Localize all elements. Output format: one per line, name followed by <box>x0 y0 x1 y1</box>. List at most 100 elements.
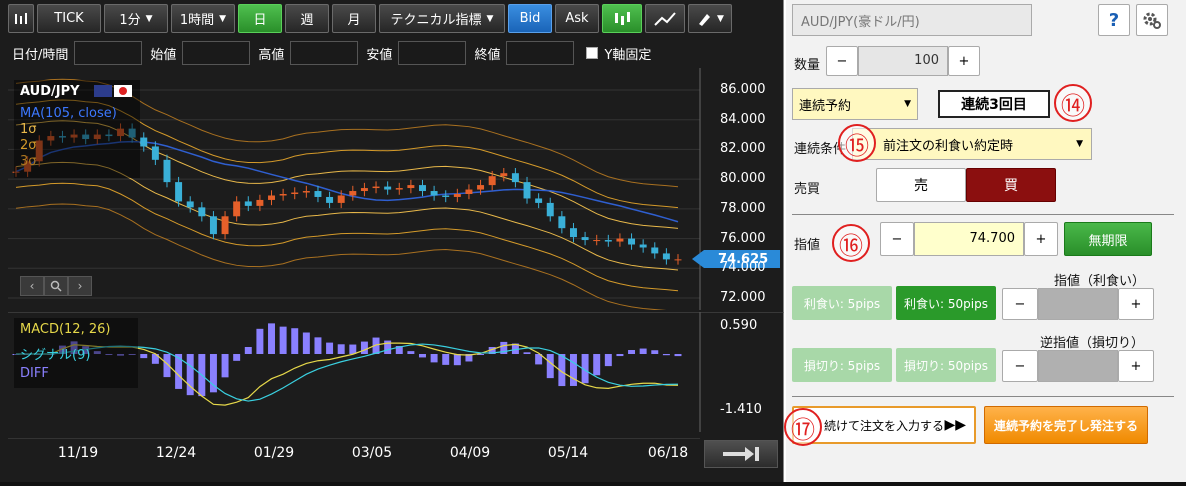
x-tick-label: 06/18 <box>647 445 689 461</box>
last-price-tag: 74.625 <box>692 250 780 268</box>
candle-body <box>47 136 55 141</box>
separator <box>792 396 1174 397</box>
diff-bar <box>82 346 90 354</box>
sl-minus-button[interactable]: − <box>1002 350 1038 382</box>
price-label: 指値 <box>794 238 821 253</box>
day-button[interactable]: 日 <box>238 4 282 33</box>
price-tick-label: 74.000 <box>720 260 766 276</box>
sigma1-label: 1σ <box>20 122 37 137</box>
price-plus-button[interactable]: + <box>1024 222 1058 256</box>
x-axis: 11/19 12/24 01/29 03/05 04/09 05/14 06/18 <box>8 438 700 468</box>
macd-top-label: 0.590 <box>720 318 758 333</box>
macd-legend: MACD(12, 26) シグナル(9) DIFF <box>14 318 138 388</box>
tp-5pips-button[interactable]: 利食い: 5pips <box>792 286 892 320</box>
diff-bar <box>372 337 380 354</box>
candle-body <box>662 253 670 260</box>
candle-body <box>442 195 450 197</box>
tp-input[interactable] <box>1038 288 1118 320</box>
tp-plus-button[interactable]: + <box>1118 288 1154 320</box>
diff-bar <box>569 354 577 386</box>
y-axis-fix-checkbox[interactable] <box>586 47 599 59</box>
datetime-label: 日付/時間 <box>12 47 69 63</box>
tick-button[interactable]: TICK <box>37 4 101 33</box>
candle-body <box>488 176 496 186</box>
bollinger-band-line <box>15 182 679 292</box>
order-panel: AUD/JPY(豪ドル/円) ? 数量 − 100 + 連続予約 ▼ 連続3回目 … <box>784 0 1186 486</box>
sigma3-label: 3σ <box>20 154 37 169</box>
condition-select[interactable]: 前注文の利食い約定時 ▼ <box>852 128 1092 160</box>
finish-sequence-button[interactable]: 連続予約を完了し発注する <box>984 406 1148 444</box>
tp-50pips-button[interactable]: 利食い: 50pips <box>896 286 996 320</box>
diff-bar <box>244 347 252 354</box>
price-chart <box>8 68 701 310</box>
sl-input[interactable] <box>1038 350 1118 382</box>
interval-1-label: 1分 <box>119 13 141 28</box>
price-legend: AUD/JPY MA(105, close) 1σ 2σ 3σ <box>14 80 140 178</box>
sl-plus-button[interactable]: + <box>1118 350 1154 382</box>
diff-bar <box>140 354 148 359</box>
help-button[interactable]: ? <box>1098 4 1130 36</box>
aud-flag-icon <box>94 84 134 102</box>
continue-order-label: 続けて注文を入力する <box>824 418 945 433</box>
candle-body <box>186 201 194 208</box>
candle-body <box>198 207 206 217</box>
qty-input[interactable]: 100 <box>858 46 948 76</box>
interval-select-2[interactable]: 1時間 ▼ <box>171 4 235 33</box>
qty-label: 数量 <box>794 58 821 73</box>
month-button[interactable]: 月 <box>332 4 376 33</box>
bid-button[interactable]: Bid <box>508 4 552 33</box>
price-tick-label: 86.000 <box>720 82 766 97</box>
macd-bottom-label: -1.410 <box>720 402 762 417</box>
sell-button[interactable]: 売 <box>876 168 966 202</box>
diff-bar <box>535 354 543 365</box>
diff-bar <box>186 354 194 396</box>
sequence-select[interactable]: 連続予約 ▼ <box>792 88 918 120</box>
qty-plus-button[interactable]: + <box>948 46 980 76</box>
tp-minus-button[interactable]: − <box>1002 288 1038 320</box>
interval-select-1[interactable]: 1分 ▼ <box>104 4 168 33</box>
ma-label: MA(105, close) <box>20 106 117 121</box>
candle-body <box>279 194 287 196</box>
scroll-left-icon[interactable]: ‹ <box>20 276 44 296</box>
candle-body <box>233 201 241 217</box>
bottom-border <box>0 482 1186 486</box>
x-tick-label: 12/24 <box>155 445 197 461</box>
ask-button[interactable]: Ask <box>555 4 599 33</box>
price-minus-button[interactable]: − <box>880 222 914 256</box>
expiry-button[interactable]: 無期限 <box>1064 222 1152 256</box>
candle-body <box>314 191 322 197</box>
price-tick-label: 80.000 <box>720 171 766 187</box>
draw-tool-icon[interactable]: ▼ <box>688 4 732 33</box>
sl-50pips-button[interactable]: 損切り: 50pips <box>896 348 996 382</box>
line-chart-icon[interactable] <box>645 4 685 33</box>
candle-body <box>24 161 32 172</box>
candlestick-chart-icon[interactable] <box>602 4 642 33</box>
jump-latest-icon[interactable] <box>704 440 778 468</box>
diff-bar <box>546 354 554 379</box>
candle-body <box>360 188 368 192</box>
zoom-icon[interactable] <box>44 276 68 296</box>
qty-minus-button[interactable]: − <box>826 46 858 76</box>
candle-body <box>546 202 554 217</box>
sl-5pips-button[interactable]: 損切り: 5pips <box>792 348 892 382</box>
candle-body <box>639 244 647 248</box>
macd-chart <box>8 312 784 432</box>
continue-order-button[interactable]: 続けて注文を入力する ▶▶ <box>792 406 976 444</box>
diff-bar <box>477 354 485 356</box>
price-input[interactable]: 74.700 <box>914 222 1024 256</box>
settings-gear-icon[interactable] <box>1136 4 1168 36</box>
caret-down-icon: ▼ <box>904 99 911 109</box>
pair-field[interactable]: AUD/JPY(豪ドル/円) <box>792 4 1032 36</box>
bollinger-band-line <box>15 161 679 271</box>
candle-type-icon[interactable] <box>8 4 34 33</box>
scroll-right-icon[interactable]: › <box>68 276 92 296</box>
price-tick-label: 82.000 <box>720 141 766 157</box>
price-tick-label: 76.000 <box>720 230 766 246</box>
take-profit-title: 指値（利食い） <box>1054 274 1146 289</box>
sequence-select-label: 連続予約 <box>799 98 852 114</box>
diff-label: DIFF <box>20 366 49 381</box>
technical-select[interactable]: テクニカル指標 ▼ <box>379 4 505 33</box>
buy-button[interactable]: 買 <box>966 168 1056 202</box>
annotation-15: ⑮ <box>838 124 876 162</box>
week-button[interactable]: 週 <box>285 4 329 33</box>
